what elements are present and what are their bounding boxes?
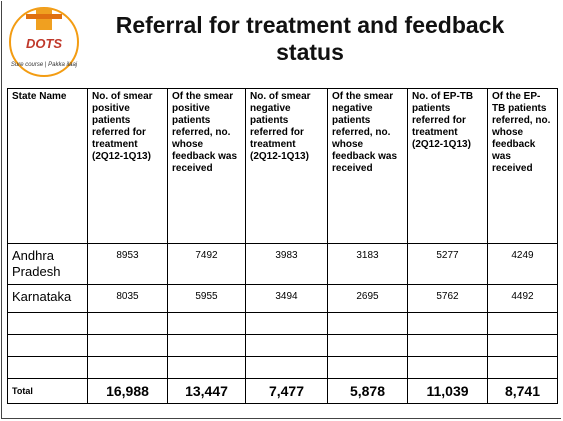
logo-tagline: Sure course | Pakka ilaaj (11, 62, 78, 68)
total-cell: 16,988 (87, 378, 168, 404)
value-cell: 3983 (245, 243, 328, 285)
header-cell: No. of smear negative patients referred … (245, 88, 328, 244)
value-cell: 2695 (327, 284, 408, 313)
header-cell: Of the smear negative patients referred,… (327, 88, 408, 244)
header-row: State Name No. of smear positive patients… (7, 88, 558, 244)
logo-text: DOTS (26, 36, 62, 51)
total-cell: 11,039 (407, 378, 488, 404)
header-cell: Of the smear positive patients referred,… (167, 88, 246, 244)
title: Referral for treatment and feedback stat… (115, 12, 505, 65)
value-cell: 8035 (87, 284, 168, 313)
table-body: State Name No. of smear positive patients… (7, 88, 558, 404)
blank-row (7, 356, 558, 379)
value-cell: 8953 (87, 243, 168, 285)
total-row: Total 16,988 13,447 7,477 5,878 11,039 8,741 (7, 378, 558, 404)
data-row: Andhra Pradesh 8953 7492 3983 3183 5277 4249 (7, 243, 558, 285)
blank-row (7, 312, 558, 335)
value-cell: 3494 (245, 284, 328, 313)
blank-row (7, 334, 558, 357)
data-row: Karnataka 8035 5955 3494 2695 5762 4492 (7, 284, 558, 313)
total-cell: 13,447 (167, 378, 246, 404)
header-cell: Of the EP-TB patients referred, no. whos… (487, 88, 558, 244)
value-cell: 7492 (167, 243, 246, 285)
state-cell: Karnataka (7, 284, 88, 313)
logo: DOTS Sure course | Pakka ilaaj (9, 7, 79, 77)
value-cell: 3183 (327, 243, 408, 285)
value-cell: 5762 (407, 284, 488, 313)
value-cell: 4492 (487, 284, 558, 313)
header-cell: No. of EP-TB patients referred for treat… (407, 88, 488, 244)
total-cell: 8,741 (487, 378, 558, 404)
referral-table: State Name No. of smear positive patients… (7, 88, 558, 404)
total-label: Total (7, 378, 88, 404)
header-cell: State Name (7, 88, 88, 244)
state-cell: Andhra Pradesh (7, 243, 88, 285)
value-cell: 4249 (487, 243, 558, 285)
total-cell: 7,477 (245, 378, 328, 404)
logo-bar (26, 14, 62, 19)
value-cell: 5955 (167, 284, 246, 313)
total-cell: 5,878 (327, 378, 408, 404)
value-cell: 5277 (407, 243, 488, 285)
header-cell: No. of smear positive patients referred … (87, 88, 168, 244)
